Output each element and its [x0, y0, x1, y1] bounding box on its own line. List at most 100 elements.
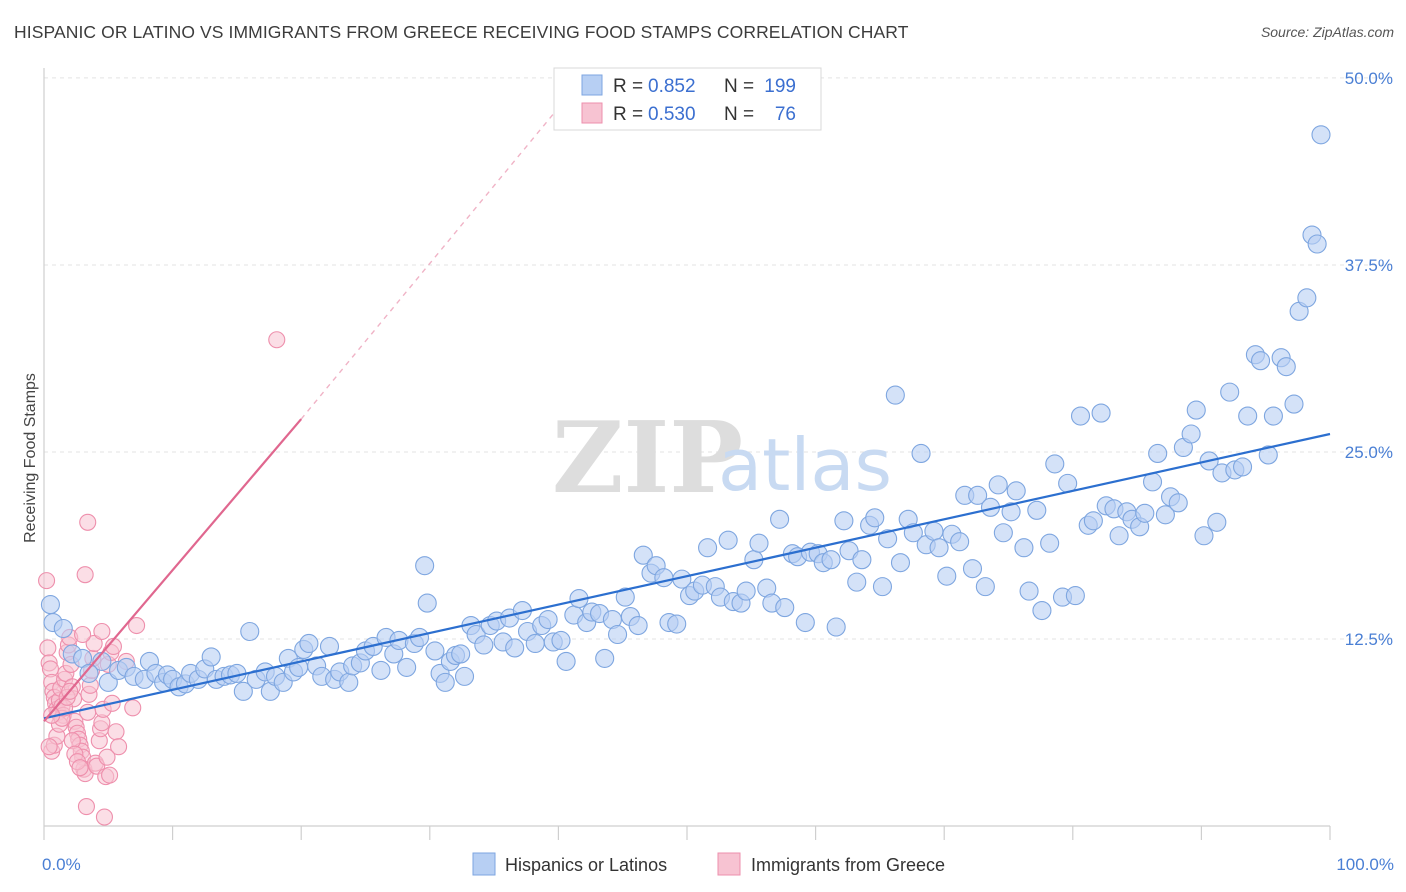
stats-legend-swatch-pink — [581, 102, 603, 124]
hispanic-point — [1135, 503, 1155, 523]
hispanic-point — [556, 651, 576, 671]
greece-point — [76, 566, 94, 584]
greece-point — [74, 625, 92, 644]
greece-trend-extension — [300, 107, 559, 420]
greece-point — [71, 759, 89, 777]
hispanic-point — [1091, 403, 1111, 423]
hispanic-trend-line — [43, 432, 1331, 720]
hispanic-point — [1083, 511, 1103, 531]
hispanic-point — [615, 587, 635, 607]
y-tick-labels: 12.5% 25.0% 37.5% 50.0% — [1345, 69, 1393, 649]
hispanic-point — [1014, 538, 1034, 558]
hispanic-point — [1263, 406, 1283, 426]
hispanic-point — [654, 568, 674, 588]
hispanic-point — [451, 644, 471, 664]
greece-point — [77, 797, 95, 816]
hispanic-point — [718, 530, 738, 550]
hispanic-point — [770, 509, 790, 529]
hispanic-point — [993, 523, 1013, 543]
hispanic-point — [40, 595, 60, 615]
greece-point — [98, 748, 116, 766]
bottom-legend: Hispanics or Latinos Immigrants from Gre… — [472, 852, 945, 876]
hispanic-point — [551, 630, 571, 651]
hispanic-point — [795, 612, 815, 633]
y-axis-title: Receiving Food Stamps — [22, 373, 39, 543]
greece-point — [124, 699, 142, 717]
greece-point — [40, 738, 58, 756]
hispanic-point — [852, 550, 872, 570]
hispanic-point — [962, 559, 983, 579]
hispanic-point — [505, 638, 525, 658]
stats-r-value-2: 0.530 — [648, 104, 696, 125]
hispanic-point — [988, 475, 1008, 495]
greece-points — [38, 331, 286, 826]
y-tick-label: 12.5% — [1345, 630, 1393, 649]
stats-r-label-1: R = — [613, 76, 643, 97]
hispanic-point — [911, 443, 931, 464]
hispanic-point — [299, 633, 319, 654]
trend-lines — [43, 107, 1331, 722]
watermark-zip: ZIP — [552, 401, 743, 516]
hispanic-point — [736, 581, 756, 601]
y-tick-label: 50.0% — [1345, 69, 1393, 88]
hispanic-point — [847, 572, 867, 592]
hispanic-point — [633, 545, 653, 565]
stats-n-value-2: 76 — [775, 104, 796, 125]
greece-point — [85, 634, 103, 653]
hispanic-point — [435, 672, 455, 692]
legend-swatch-hispanic — [472, 852, 496, 876]
greece-point — [39, 639, 57, 657]
hispanic-point — [525, 633, 545, 654]
hispanic-point — [1065, 586, 1085, 606]
hispanic-point — [425, 641, 445, 661]
chart-title: HISPANIC OR LATINO VS IMMIGRANTS FROM GR… — [14, 22, 909, 42]
hispanic-point — [1045, 454, 1065, 474]
hispanic-point — [975, 577, 995, 597]
hispanic-point — [698, 538, 718, 558]
hispanic-point — [950, 532, 970, 552]
legend-swatch-greece — [717, 852, 741, 876]
hispanic-point — [775, 598, 795, 618]
watermark: ZIP atlas — [552, 401, 892, 516]
hispanic-point — [595, 648, 615, 668]
source-note: Source: ZipAtlas.com — [1260, 24, 1394, 40]
greece-point — [110, 738, 128, 756]
hispanic-point — [1297, 288, 1317, 308]
hispanic-point — [1109, 526, 1129, 546]
hispanic-point — [1155, 505, 1175, 525]
hispanic-point — [1307, 234, 1327, 254]
hispanic-point — [1233, 457, 1253, 477]
x-tick-label-max: 100.0% — [1336, 855, 1394, 874]
hispanic-point — [339, 672, 359, 692]
hispanic-point — [1276, 357, 1296, 377]
hispanic-point — [885, 385, 905, 405]
hispanic-point — [233, 681, 253, 701]
stats-n-label-1: N = — [724, 76, 754, 97]
hispanic-point — [865, 508, 885, 528]
hispanic-point — [1148, 443, 1168, 464]
greece-point — [95, 808, 113, 826]
greece-point — [128, 616, 146, 635]
hispanic-point — [53, 618, 73, 639]
stats-n-value-1: 199 — [764, 76, 796, 97]
y-tick-label: 37.5% — [1345, 256, 1393, 275]
greece-trend-line — [43, 418, 303, 722]
hispanic-point — [1284, 394, 1304, 414]
hispanic-point — [397, 657, 417, 677]
grid-lines — [44, 77, 1392, 640]
hispanic-points — [40, 125, 1331, 701]
hispanic-point — [474, 635, 494, 655]
hispanic-point — [929, 538, 949, 558]
x-ticks — [43, 826, 1331, 840]
greece-point — [38, 572, 56, 590]
hispanic-point — [1019, 581, 1039, 601]
hispanic-point — [1001, 502, 1021, 522]
hispanic-point — [1032, 601, 1052, 621]
greece-point — [101, 766, 119, 784]
hispanic-point — [1027, 500, 1047, 520]
hispanic-point — [628, 615, 648, 636]
stats-n-label-2: N = — [724, 104, 754, 125]
hispanic-point — [201, 647, 221, 667]
hispanic-point — [538, 609, 558, 630]
